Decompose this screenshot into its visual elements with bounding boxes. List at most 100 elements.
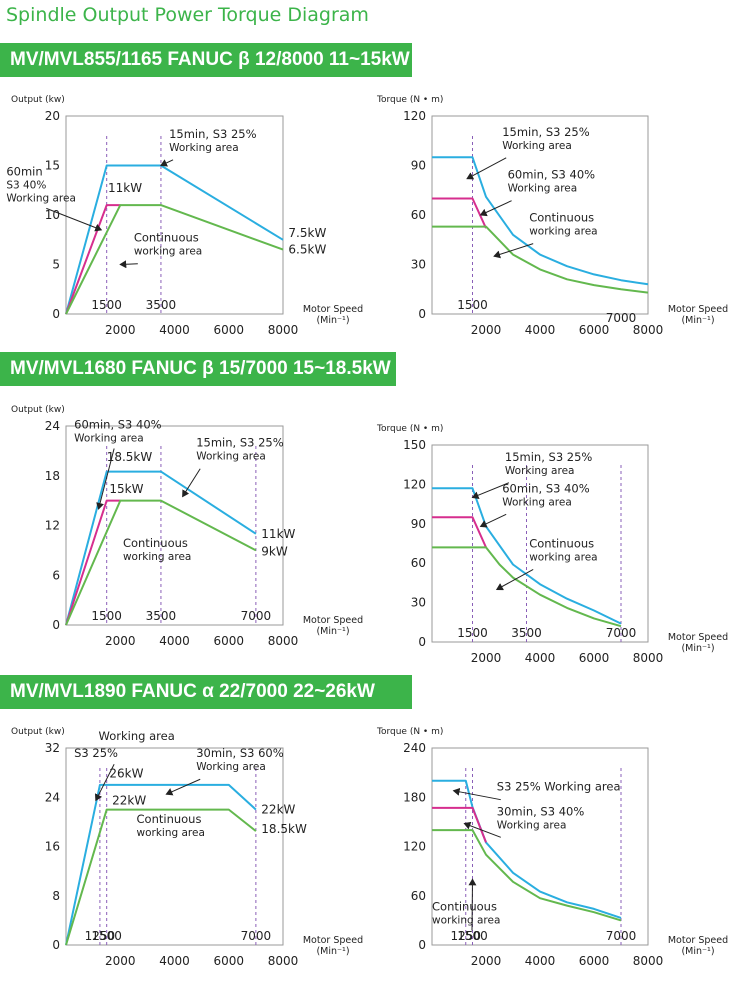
annotation-arrow [119, 260, 138, 269]
y-tick-label: 12 [45, 519, 60, 533]
y-tick-label: 60 [411, 556, 426, 570]
y-axis-label: Output (kw) [11, 95, 65, 105]
annotation-text: S3 40% [6, 179, 46, 191]
annotation-arrow [479, 513, 507, 528]
annotation-text: 60min, S3 40% [74, 417, 162, 431]
annotation-text: 60min [6, 164, 42, 178]
y-tick-label: 180 [403, 790, 426, 804]
annotation-text: Working area [6, 192, 76, 204]
marker-label: 1500 [91, 298, 122, 312]
series-s3_40-line [65, 499, 121, 626]
annotation-text: 7.5kW [288, 226, 326, 240]
annotation-text: working area [123, 551, 191, 563]
plot-frame [65, 115, 284, 315]
annotation-text: 15min, S3 25% [196, 436, 284, 450]
annotation-arrow [96, 448, 115, 510]
x-tick-label: 2000 [105, 634, 136, 648]
y-tick-label: 90 [411, 159, 426, 173]
annotation-text: Working area [508, 183, 578, 195]
x-axis-unit: (Min⁻¹) [316, 946, 349, 957]
page-title: Spindle Output Power Torque Diagram [6, 4, 369, 26]
y-axis-label: Output (kw) [11, 405, 65, 415]
x-tick-label: 2000 [105, 323, 136, 337]
marker-label: 7000 [241, 929, 272, 943]
y-tick-label: 0 [418, 938, 426, 952]
y-tick-label: 32 [45, 741, 60, 755]
y-tick-label: 60 [411, 889, 426, 903]
series-continuous-line [65, 808, 257, 946]
y-tick-label: 0 [418, 635, 426, 649]
y-tick-label: 30 [411, 258, 426, 272]
annotation-text: Continuous [529, 536, 594, 550]
annotation-text: 22kW [261, 802, 295, 816]
plot-frame [65, 747, 284, 946]
annotation-text: Continuous [137, 812, 202, 826]
annotation-text: Continuous [529, 211, 594, 225]
marker-label: 7000 [606, 929, 637, 943]
annotation-arrow [165, 778, 201, 796]
annotation-text: Continuous [134, 231, 199, 245]
marker-label: 3500 [511, 626, 542, 640]
section-banner-1: MV/MVL855/1165 FANUC β 12/8000 11~15kW [0, 43, 412, 77]
series-continuous-line [432, 829, 622, 922]
annotation-text: 15min, S3 25% [169, 127, 257, 141]
series-s3_40-line [432, 516, 487, 548]
x-tick-label: 6000 [579, 954, 610, 968]
x-tick-label: 6000 [579, 323, 610, 337]
annotation-text: 11kW [108, 181, 142, 195]
annotation-text: 26kW [109, 767, 143, 781]
annotation-text: 18.5kW [261, 822, 307, 836]
series-s3_40-line [432, 806, 487, 843]
x-tick-label: 6000 [213, 323, 244, 337]
y-tick-label: 8 [52, 889, 60, 903]
annotation-arrow [463, 821, 501, 838]
x-axis-unit: (Min⁻¹) [681, 315, 714, 326]
x-axis-label: Motor Speed [303, 615, 363, 626]
x-tick-label: 4000 [159, 323, 190, 337]
annotation-text: Working area [99, 729, 175, 743]
annotation-text: Working area [505, 465, 575, 477]
annotation-arrow [468, 878, 477, 931]
plot-frame [431, 115, 649, 315]
annotation-text: 15min, S3 25% [502, 125, 590, 139]
extra-label: 7000 [606, 311, 637, 325]
x-axis-label: Motor Speed [303, 304, 363, 315]
x-axis-unit: (Min⁻¹) [316, 315, 349, 326]
annotation-text: 15kW [109, 482, 143, 496]
x-tick-label: 2000 [471, 651, 502, 665]
y-tick-label: 120 [403, 109, 426, 123]
plot-frame [431, 444, 649, 643]
y-tick-label: 0 [52, 938, 60, 952]
series-s3_25-line [432, 779, 622, 919]
series-continuous-line [432, 546, 622, 628]
x-tick-label: 6000 [579, 651, 610, 665]
annotation-text: working area [529, 226, 597, 238]
y-tick-label: 24 [45, 419, 60, 433]
output-chart-2: Output (kw) 0 6 12 18 24 2000 4000 6000 8000 Motor… [11, 405, 363, 648]
x-axis-label: Motor Speed [668, 935, 728, 946]
annotation-text: 18.5kW [107, 450, 153, 464]
x-tick-label: 4000 [525, 954, 556, 968]
x-axis-label: Motor Speed [668, 632, 728, 643]
annotation-text: 22kW [112, 794, 146, 808]
annotation-text: Continuous [432, 900, 497, 914]
annotation-text: Working area [196, 761, 266, 773]
x-tick-label: 6000 [213, 954, 244, 968]
annotation-arrow [182, 468, 201, 498]
annotation-text: S3 25% [74, 746, 118, 760]
plot-frame [65, 425, 284, 626]
annotation-text: 60min, S3 40% [508, 168, 596, 182]
series-s3_25-line [65, 164, 284, 315]
section-banner-2: MV/MVL1680 FANUC β 15/7000 15~18.5kW [0, 352, 396, 386]
x-tick-label: 4000 [525, 323, 556, 337]
annotation-text: 15min, S3 25% [505, 450, 593, 464]
x-tick-label: 4000 [525, 651, 556, 665]
marker-label: 1250 [450, 929, 481, 943]
annotation-text: Working area [169, 142, 239, 154]
y-tick-label: 90 [411, 517, 426, 531]
marker-label: 7000 [606, 626, 637, 640]
annotation-text: 6.5kW [288, 243, 326, 257]
annotation-arrow [495, 569, 534, 591]
y-axis-label: Torque (N • m) [376, 424, 443, 434]
series-continuous-line [65, 204, 284, 315]
